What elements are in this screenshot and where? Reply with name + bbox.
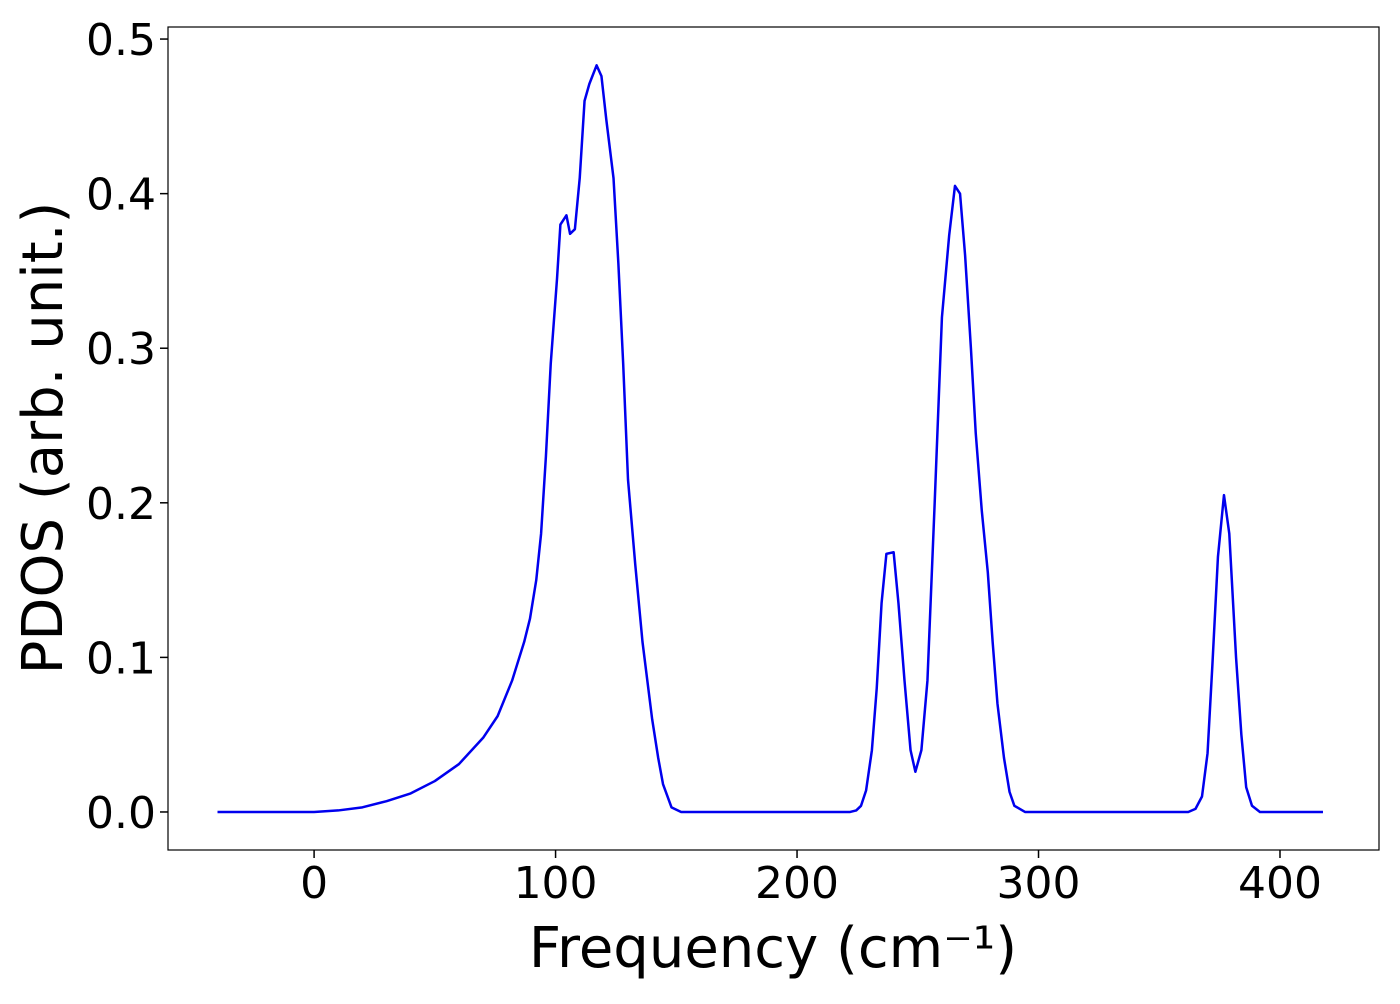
x-tick-label: 100 [514, 858, 598, 909]
x-tick-label: 200 [755, 858, 839, 909]
y-tick-label: 0.5 [86, 15, 156, 66]
x-tick-label: 0 [300, 858, 328, 909]
y-tick-label: 0.4 [86, 170, 156, 221]
data-line [217, 64, 1323, 814]
x-tick-label: 300 [997, 858, 1081, 909]
y-axis-label: PDOS (arb. unit.) [11, 202, 76, 675]
y-tick-label: 0.2 [86, 479, 156, 530]
plot-frame [167, 26, 1380, 851]
y-tick-label: 0.1 [86, 633, 156, 684]
y-tick-label: 0.3 [86, 324, 156, 375]
y-tick-label: 0.0 [86, 788, 156, 839]
x-tick-label: 400 [1238, 858, 1322, 909]
x-axis-label: Frequency (cm⁻¹) [529, 916, 1017, 981]
